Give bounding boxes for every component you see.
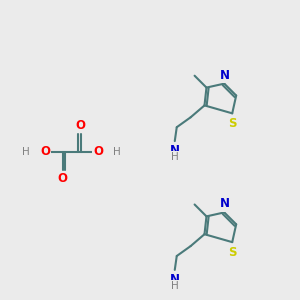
- Text: N: N: [220, 69, 230, 82]
- Text: H: H: [171, 281, 178, 291]
- Text: O: O: [76, 119, 85, 132]
- Text: O: O: [94, 146, 103, 158]
- Text: N: N: [220, 197, 230, 210]
- Text: H: H: [113, 147, 121, 157]
- Text: N: N: [170, 273, 180, 286]
- Text: O: O: [40, 146, 50, 158]
- Text: S: S: [228, 246, 236, 259]
- Text: S: S: [228, 117, 236, 130]
- Text: H: H: [22, 147, 30, 157]
- Text: H: H: [171, 152, 178, 162]
- Text: N: N: [170, 144, 180, 157]
- Text: O: O: [58, 172, 68, 185]
